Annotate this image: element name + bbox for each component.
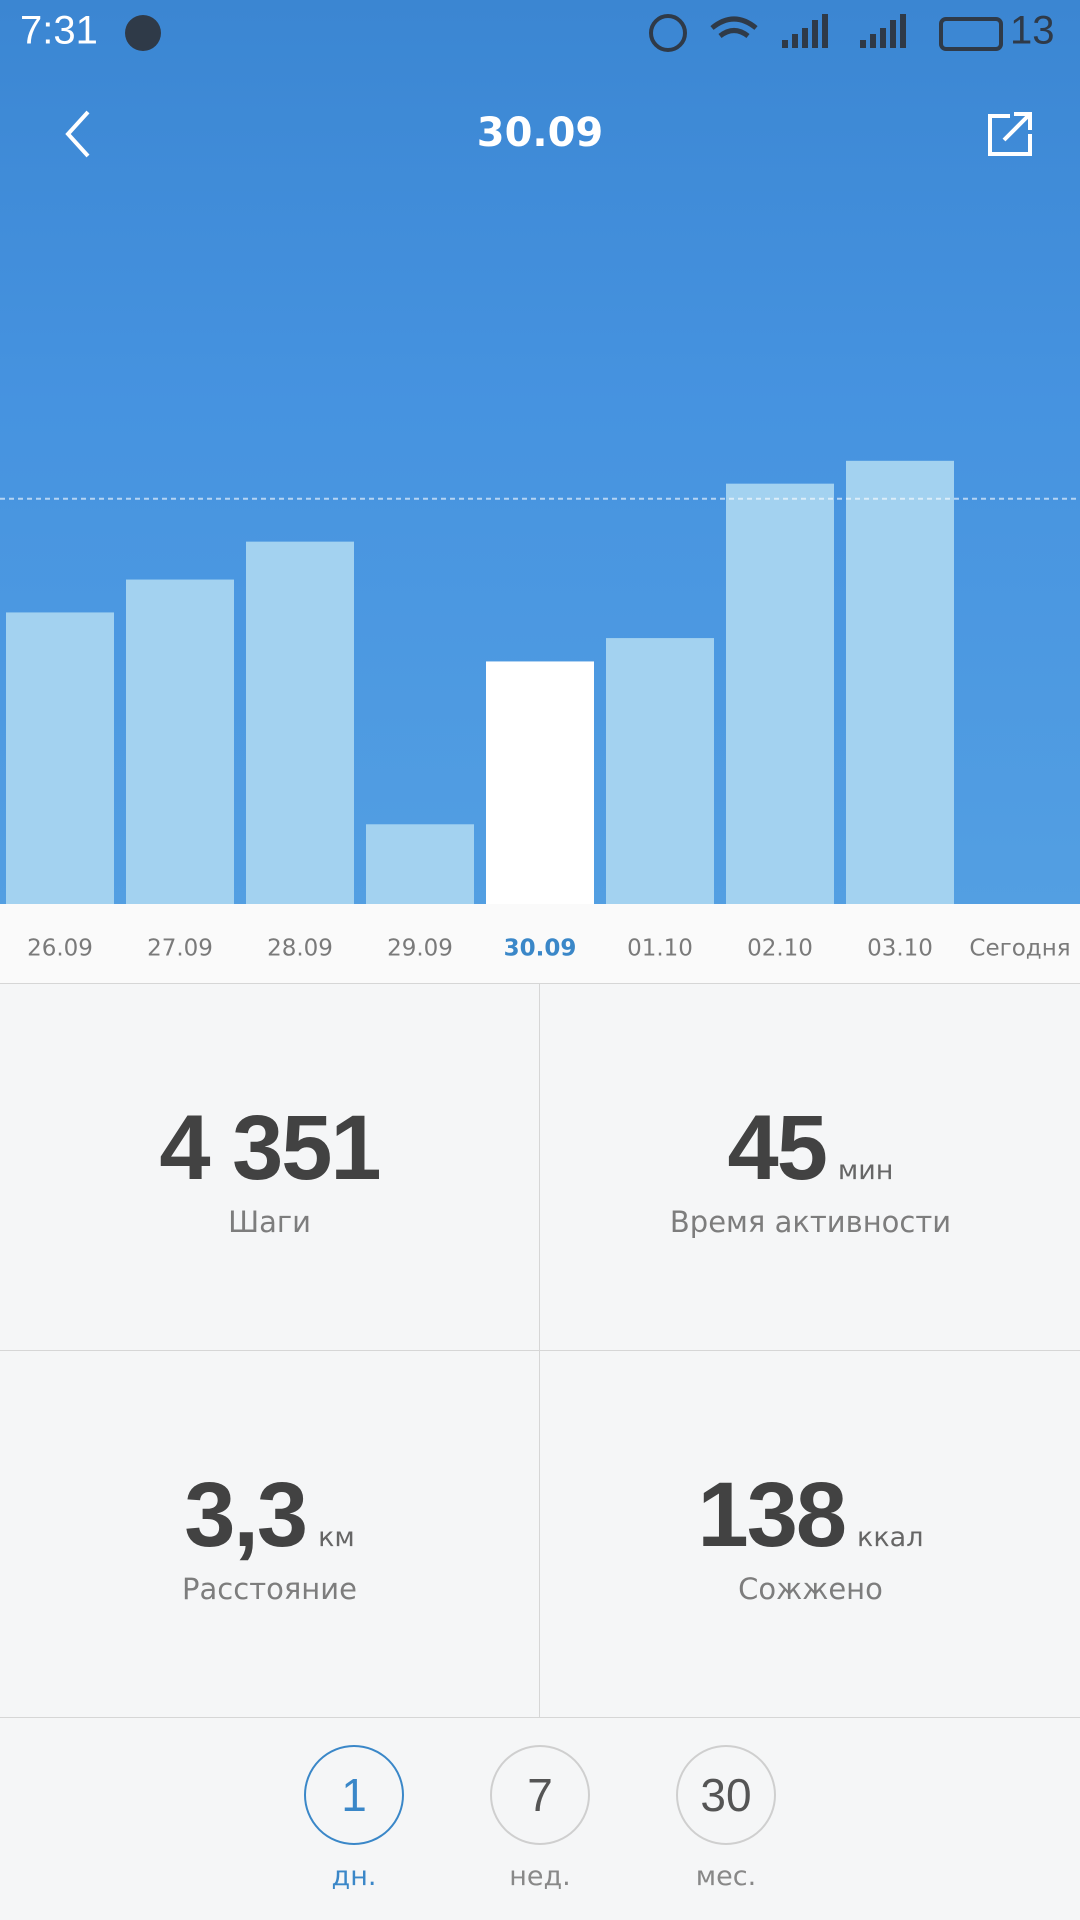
stat-unit: мин	[837, 1154, 894, 1186]
header-area: 7:31 13 30.09	[0, 0, 1080, 904]
stat-label: Шаги	[228, 1204, 311, 1239]
header-title: 30.09	[477, 110, 604, 156]
stat-value-row: 3,3 км	[184, 1463, 355, 1568]
stat-label: Расстояние	[182, 1571, 357, 1606]
stat-value: 4 351	[159, 1096, 381, 1199]
stat-unit: ккал	[857, 1521, 924, 1553]
bar	[726, 483, 834, 904]
bar	[246, 541, 354, 904]
stat-label: Сожжено	[738, 1571, 883, 1606]
x-tick-label: Сегодня	[969, 936, 1070, 962]
x-tick-label: 02.10	[747, 936, 813, 962]
battery-level: 13	[1010, 9, 1055, 53]
stat-cell: 45 мин Время активности	[541, 984, 1080, 1350]
battery-icon	[939, 17, 1003, 51]
x-tick-label: 27.09	[147, 936, 213, 962]
stat-label: Время активности	[669, 1204, 952, 1239]
bar	[126, 579, 234, 904]
bar	[846, 460, 954, 904]
bar	[486, 661, 594, 904]
x-tick-label: 28.09	[267, 936, 333, 962]
x-tick-label: 03.10	[867, 936, 933, 962]
stat-value-row: 138 ккал	[698, 1463, 924, 1568]
tab-label: нед.	[509, 1861, 571, 1892]
status-time: 7:31	[20, 9, 98, 53]
stat-cell: 4 351 Шаги	[0, 984, 539, 1350]
divider	[539, 984, 540, 1718]
message-icon	[125, 15, 161, 51]
stat-value: 45	[727, 1096, 828, 1199]
tab-label: мес.	[695, 1861, 757, 1892]
divider	[0, 1350, 1080, 1351]
x-axis: 26.09 27.09 28.09 29.09 30.09 01.10 02.10 03.10…	[27, 936, 1071, 962]
bar	[6, 612, 114, 904]
x-tick-label: 01.10	[627, 936, 693, 962]
divider	[0, 1717, 1080, 1718]
x-tick-label: 26.09	[27, 936, 93, 962]
tab-circle: 1	[304, 1745, 404, 1845]
signal-icon	[860, 14, 906, 48]
signal-icon	[782, 14, 828, 48]
stat-value-row: 4 351	[159, 1096, 381, 1201]
x-tick-label: 30.09	[504, 936, 577, 962]
stat-unit: км	[318, 1521, 355, 1553]
stat-cell: 3,3 км Расстояние	[0, 1351, 539, 1717]
stat-value: 138	[697, 1463, 847, 1566]
stats-grid: 4 351 Шаги 45 мин Время активности 3,3 км Расст…	[0, 984, 1080, 1718]
date-strip: 26.09 27.09 28.09 29.09 30.09 01.10 02.10 03.10…	[0, 904, 1080, 984]
tab-label: дн.	[331, 1861, 377, 1892]
back-button[interactable]	[65, 110, 90, 158]
period-tab[interactable]: 7 нед.	[460, 1745, 620, 1892]
bar	[366, 824, 474, 904]
tab-circle: 7	[490, 1745, 590, 1845]
tab-circle: 30	[676, 1745, 776, 1845]
stat-value: 3,3	[184, 1463, 308, 1566]
alarm-icon	[649, 14, 687, 52]
stat-value-row: 45 мин	[728, 1096, 894, 1201]
wifi-icon	[710, 16, 758, 39]
x-tick-label: 29.09	[387, 936, 453, 962]
chart: 7:31 13 30.09	[0, 9, 1080, 904]
period-tab[interactable]: 1 дн.	[274, 1745, 434, 1892]
bar	[606, 638, 714, 904]
stat-cell: 138 ккал Сожжено	[541, 1351, 1080, 1717]
period-tab[interactable]: 30 мес.	[646, 1745, 806, 1892]
share-button[interactable]	[988, 112, 1032, 156]
